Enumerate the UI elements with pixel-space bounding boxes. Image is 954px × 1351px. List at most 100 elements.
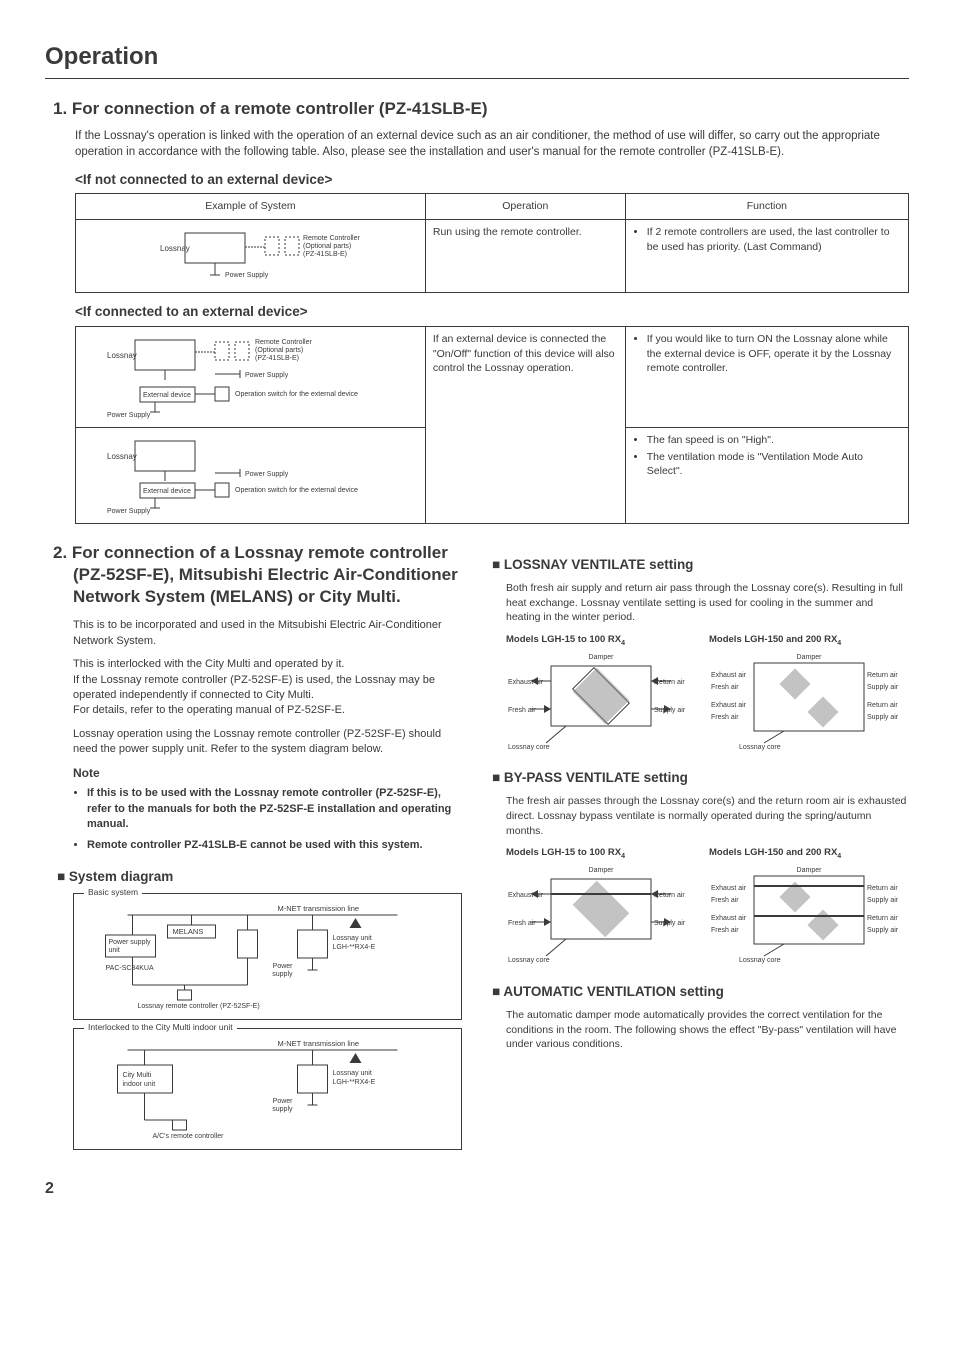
svg-text:Power Supply: Power Supply — [245, 471, 289, 478]
diagram-3: Lossnay Power Supply External device Pow… — [76, 428, 426, 524]
svg-text:Fresh air: Fresh air — [508, 707, 536, 714]
row2-operation: If an external device is connected the "… — [425, 327, 625, 524]
svg-text:Exhaust air: Exhaust air — [711, 915, 747, 922]
th-operation: Operation — [425, 194, 625, 220]
svg-text:M-NET transmission line: M-NET transmission line — [278, 1039, 360, 1048]
diagram-1: Lossnay Remote Controller (Optional part… — [76, 220, 426, 293]
svg-text:(Optional parts): (Optional parts) — [255, 347, 303, 354]
section1-heading: 1. For connection of a remote controller… — [53, 97, 909, 121]
bypass-vent-heading: BY-PASS VENTILATE setting — [492, 769, 909, 788]
row1-operation: Run using the remote controller. — [425, 220, 625, 293]
s2-p4: For details, refer to the operating manu… — [73, 703, 462, 718]
svg-text:Supply air: Supply air — [867, 897, 899, 904]
svg-text:(Optional parts): (Optional parts) — [303, 243, 351, 250]
svg-text:PAC-SC34KUA: PAC-SC34KUA — [106, 965, 154, 972]
svg-text:Lossnay core: Lossnay core — [739, 744, 781, 751]
svg-text:A/C's remote controller: A/C's remote controller — [153, 1133, 225, 1140]
svg-text:Power supply: Power supply — [109, 939, 152, 946]
svg-text:Fresh air: Fresh air — [711, 714, 739, 721]
table-connected: Lossnay Remote Controller (Optional part… — [75, 326, 909, 524]
sysdiag-heading: System diagram — [57, 868, 462, 887]
s2-p1: This is to be incorporated and used in t… — [73, 618, 462, 649]
svg-text:Supply air: Supply air — [867, 714, 899, 721]
svg-text:External device: External device — [143, 488, 191, 495]
svg-text:External device: External device — [143, 392, 191, 399]
svg-text:Lossnay core: Lossnay core — [739, 957, 781, 964]
svg-text:City Multi: City Multi — [123, 1072, 152, 1079]
svg-text:Power Supply: Power Supply — [225, 272, 269, 279]
svg-text:Lossnay core: Lossnay core — [508, 957, 550, 964]
svg-text:Fresh air: Fresh air — [711, 927, 739, 934]
svg-text:Return air: Return air — [654, 892, 685, 899]
lossnay-vent-p: Both fresh air supply and return air pas… — [506, 581, 909, 625]
diagram-2: Lossnay Remote Controller (Optional part… — [76, 327, 426, 428]
svg-text:Damper: Damper — [797, 867, 823, 874]
auto-vent-p: The automatic damper mode automatically … — [506, 1008, 909, 1052]
svg-text:Damper: Damper — [589, 654, 615, 661]
sub-not-connected: <If not connected to an external device> — [75, 171, 909, 190]
row3-function: The fan speed is on "High". The ventilat… — [625, 428, 908, 524]
svg-text:Operation switch for the exter: Operation switch for the external device — [235, 391, 358, 398]
th-example: Example of System — [76, 194, 426, 220]
page-number: 2 — [45, 1178, 909, 1200]
svg-text:Lossnay: Lossnay — [107, 452, 137, 461]
svg-text:Power: Power — [273, 1098, 294, 1105]
section1-intro: If the Lossnay's operation is linked wit… — [75, 128, 909, 160]
svg-text:(PZ-41SLB-E): (PZ-41SLB-E) — [255, 355, 299, 362]
svg-text:Power: Power — [273, 963, 294, 970]
svg-text:Fresh air: Fresh air — [711, 684, 739, 691]
lbl-lossnay: Lossnay — [160, 244, 190, 253]
svg-text:Supply air: Supply air — [654, 920, 686, 927]
svg-text:Fresh air: Fresh air — [711, 897, 739, 904]
bypass-vent-p: The fresh air passes through the Lossnay… — [506, 794, 909, 838]
svg-text:unit: unit — [109, 947, 120, 954]
svg-text:Fresh air: Fresh air — [508, 920, 536, 927]
svg-text:Lossnay: Lossnay — [107, 351, 137, 360]
svg-text:LGH-**RX4-E: LGH-**RX4-E — [333, 944, 376, 951]
svg-text:supply: supply — [272, 1106, 293, 1113]
svg-text:Exhaust air: Exhaust air — [711, 702, 747, 709]
note-heading: Note — [73, 765, 462, 782]
svg-text:M-NET transmission line: M-NET transmission line — [278, 904, 360, 913]
page-title: Operation — [45, 40, 909, 79]
svg-text:Power Supply: Power Supply — [245, 372, 289, 379]
svg-text:Return air: Return air — [867, 885, 898, 892]
note-list: If this is to be used with the Lossnay r… — [45, 786, 462, 854]
svg-text:Lossnay core: Lossnay core — [508, 744, 550, 751]
svg-text:Remote Controller: Remote Controller — [303, 235, 360, 242]
table-not-connected: Example of System Operation Function Los… — [75, 193, 909, 293]
lossnay-vent-diagrams: Models LGH-15 to 100 RX4 Damper — [506, 633, 909, 755]
sub-connected: <If connected to an external device> — [75, 303, 909, 322]
svg-text:Return air: Return air — [654, 679, 685, 686]
svg-text:Supply air: Supply air — [654, 707, 686, 714]
svg-text:Supply air: Supply air — [867, 684, 899, 691]
svg-text:MELANS: MELANS — [173, 927, 204, 936]
svg-text:Lossnay unit: Lossnay unit — [333, 1070, 372, 1077]
svg-text:Damper: Damper — [589, 867, 615, 874]
lossnay-vent-heading: LOSSNAY VENTILATE setting — [492, 556, 909, 575]
svg-text:Remote Controller: Remote Controller — [255, 339, 312, 346]
svg-text:Lossnay remote controller (PZ-: Lossnay remote controller (PZ-52SF-E) — [138, 1003, 260, 1010]
svg-text:LGH-**RX4-E: LGH-**RX4-E — [333, 1079, 376, 1086]
bypass-vent-diagrams: Models LGH-15 to 100 RX4 Damper Exhaust … — [506, 846, 909, 968]
svg-text:Exhaust air: Exhaust air — [508, 679, 544, 686]
svg-text:Lossnay unit: Lossnay unit — [333, 935, 372, 942]
s2-p2: This is interlocked with the City Multi … — [73, 657, 462, 672]
svg-text:Operation switch for the exter: Operation switch for the external device — [235, 487, 358, 494]
svg-text:Power Supply: Power Supply — [107, 412, 151, 419]
sysdiag-basic: Basic system M-NET transmission line Pow… — [73, 893, 462, 1020]
svg-text:indoor unit: indoor unit — [123, 1081, 156, 1088]
svg-text:Power Supply: Power Supply — [107, 508, 151, 515]
svg-text:supply: supply — [272, 971, 293, 978]
svg-text:Return air: Return air — [867, 915, 898, 922]
s2-p5: Lossnay operation using the Lossnay remo… — [73, 727, 462, 758]
row2-function: If you would like to turn ON the Lossnay… — [625, 327, 908, 428]
svg-text:Exhaust air: Exhaust air — [711, 672, 747, 679]
svg-text:Exhaust air: Exhaust air — [508, 892, 544, 899]
svg-text:Exhaust air: Exhaust air — [711, 885, 747, 892]
th-function: Function — [625, 194, 908, 220]
svg-text:Return air: Return air — [867, 672, 898, 679]
svg-text:Damper: Damper — [797, 654, 823, 661]
auto-vent-heading: AUTOMATIC VENTILATION setting — [492, 983, 909, 1002]
sysdiag-interlock: Interlocked to the City Multi indoor uni… — [73, 1028, 462, 1150]
